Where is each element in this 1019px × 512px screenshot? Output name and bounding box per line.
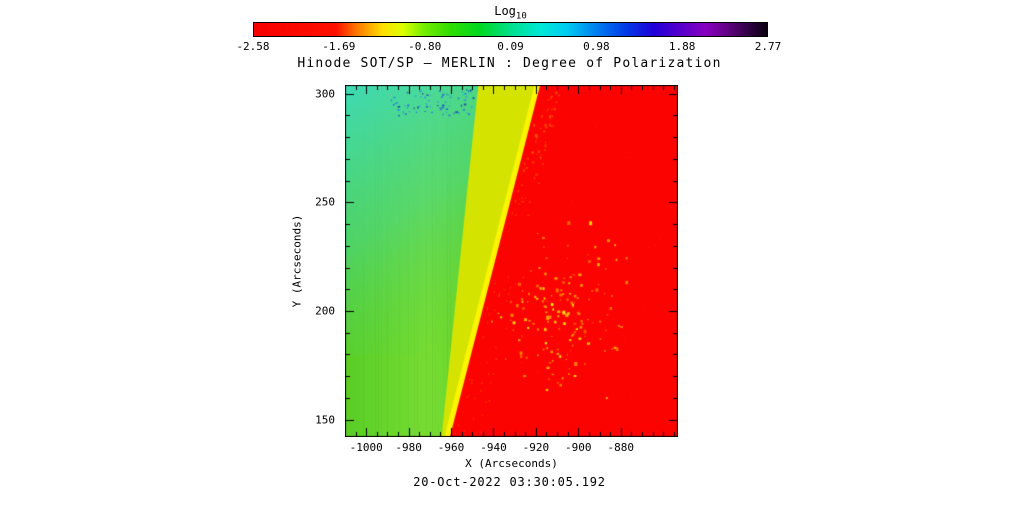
x-tick-label: -900 xyxy=(565,441,592,454)
x-tick-label: -980 xyxy=(395,441,422,454)
colorbar-tick-label: -2.58 xyxy=(236,40,270,53)
x-axis-label: X (Arcseconds) xyxy=(465,457,558,470)
y-tick-labels: 150 200 250 300 xyxy=(295,85,340,437)
timestamp: 20-Oct-2022 03:30:05.192 xyxy=(413,475,606,489)
y-tick-label: 150 xyxy=(315,413,335,427)
y-tick-label: 300 xyxy=(315,87,335,101)
heatmap-canvas xyxy=(345,85,678,437)
y-axis-label: Y (Arcseconds) xyxy=(290,214,304,308)
colorbar-label: Log10 xyxy=(253,4,768,21)
plot-title: Hinode SOT/SP – MERLIN : Degree of Polar… xyxy=(297,56,722,71)
y-tick-label: 250 xyxy=(315,195,335,209)
plot-area xyxy=(345,85,678,437)
y-tick-label: 200 xyxy=(315,304,335,318)
colorbar-tick-label: 1.88 xyxy=(668,40,696,53)
colorbar-tick-label: 0.98 xyxy=(583,40,610,53)
colorbar xyxy=(253,22,768,37)
x-tick-labels: -1000 -980 -960 -940 -920 -900 -880 xyxy=(345,441,678,455)
colorbar-label-sub: 10 xyxy=(515,11,527,22)
x-tick-label: -1000 xyxy=(349,441,383,454)
colorbar-tick-labels: -2.58 -1.69 -0.80 0.09 0.98 1.88 2.77 xyxy=(236,40,781,54)
x-tick-label: -960 xyxy=(437,441,465,454)
colorbar-tick-label: -1.69 xyxy=(322,40,356,53)
colorbar-label-main: Log xyxy=(494,4,516,18)
colorbar-tick-label: 0.09 xyxy=(497,40,524,53)
colorbar-tick-label: 2.77 xyxy=(754,40,782,53)
colorbar-tick-label: -0.80 xyxy=(408,40,442,53)
x-tick-label: -920 xyxy=(522,441,550,454)
x-tick-label: -940 xyxy=(480,441,507,454)
x-tick-label: -880 xyxy=(607,441,634,454)
